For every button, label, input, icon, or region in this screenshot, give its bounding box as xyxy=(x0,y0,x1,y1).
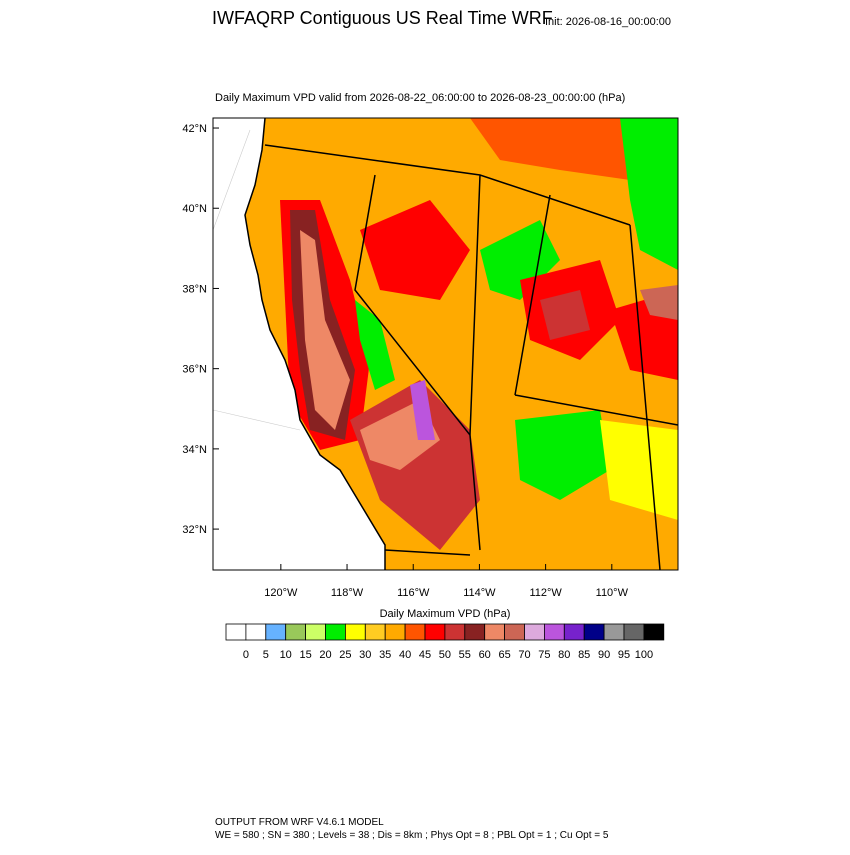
field-patch xyxy=(355,300,395,390)
y-tick-label: 42°N xyxy=(182,123,207,135)
colorbar-box xyxy=(563,623,585,641)
x-tick-label: 118°W xyxy=(331,587,364,599)
colorbar-tick-label: 50 xyxy=(439,649,451,661)
map-frame xyxy=(212,117,679,571)
x-tick-label: 120°W xyxy=(264,587,298,599)
colorbar: 0 5 10 15 20 25 30 35 40 45 50 55 60 65 70 75 80 85 90 95 10… xyxy=(225,623,665,661)
field-patch xyxy=(515,410,610,500)
field-patch xyxy=(360,200,470,300)
colorbar-box xyxy=(643,623,665,641)
ocean xyxy=(213,118,385,570)
colorbar-tick-label: 95 xyxy=(618,649,630,661)
colorbar-tick-label: 100 xyxy=(635,649,653,661)
x-tick-label: 114°W xyxy=(463,587,496,599)
init-time: Init: 2026-08-16_00:00:00 xyxy=(545,16,671,28)
colorbar-tick-label: 75 xyxy=(538,649,550,661)
graticule xyxy=(213,129,301,431)
map-axes: 120°W 118°W 116°W 114°W 112°W 110°W 32°N 34°N 36… xyxy=(182,123,628,599)
colorbar-tick-label: 10 xyxy=(280,649,292,661)
colorbar-box xyxy=(225,623,247,641)
x-tick-label: 112°W xyxy=(529,587,562,599)
title: IWFAQRP Contiguous US Real Time WRF xyxy=(212,8,553,28)
colorbar-box xyxy=(444,623,466,641)
colorbar-tick-label: 0 xyxy=(243,649,249,661)
colorbar-box xyxy=(285,623,307,641)
colorbar-tick-label: 60 xyxy=(479,649,491,661)
field-patch xyxy=(620,118,678,270)
colorbar-tick-label: 90 xyxy=(598,649,610,661)
colorbar-box xyxy=(305,623,326,641)
colorbar-tick-label: 85 xyxy=(578,649,590,661)
colorbar-box xyxy=(424,623,446,641)
state-borders xyxy=(264,144,678,570)
colorbar-tick-label: 5 xyxy=(263,649,269,661)
footer-line: OUTPUT FROM WRF V4.6.1 MODEL xyxy=(215,817,384,828)
colorbar-box xyxy=(404,623,426,641)
colorbar-box xyxy=(464,623,486,641)
colorbar-box xyxy=(544,623,565,641)
footer-line: WE = 580 ; SN = 380 ; Levels = 38 ; Dis … xyxy=(215,830,609,841)
colorbar-tick-label: 30 xyxy=(359,649,371,661)
colorbar-box xyxy=(484,623,506,641)
y-tick-label: 34°N xyxy=(182,444,207,456)
colorbar-tick-label: 40 xyxy=(399,649,411,661)
colorbar-box xyxy=(384,623,406,641)
coastline xyxy=(244,118,386,570)
colorbar-box xyxy=(504,623,525,641)
colorbar-tick-label: 65 xyxy=(498,649,510,661)
subtitle: Daily Maximum VPD valid from 2026-08-22_… xyxy=(215,92,625,104)
colorbar-label: Daily Maximum VPD (hPa) xyxy=(380,608,511,620)
field-patch xyxy=(300,230,350,430)
colorbar-box xyxy=(325,623,346,641)
colorbar-box xyxy=(265,623,287,641)
map-field xyxy=(213,118,678,570)
colorbar-tick-label: 45 xyxy=(419,649,431,661)
colorbar-tick-label: 70 xyxy=(518,649,530,661)
field-patch xyxy=(540,290,590,340)
colorbar-tick-label: 25 xyxy=(339,649,351,661)
field-patch xyxy=(410,380,435,440)
y-tick-label: 40°N xyxy=(182,203,207,215)
colorbar-box xyxy=(344,623,366,641)
colorbar-box xyxy=(583,623,605,641)
colorbar-box xyxy=(623,623,645,641)
colorbar-box xyxy=(364,623,386,641)
colorbar-tick-label: 35 xyxy=(379,649,391,661)
field-patch xyxy=(640,285,678,320)
colorbar-tick-label: 15 xyxy=(299,649,311,661)
colorbar-tick-label: 55 xyxy=(459,649,471,661)
x-tick-label: 110°W xyxy=(596,587,629,599)
x-tick-label: 116°W xyxy=(397,587,430,599)
colorbar-box xyxy=(245,623,267,641)
colorbar-box xyxy=(603,623,625,641)
field-patch xyxy=(600,420,678,520)
colorbar-box xyxy=(524,623,545,641)
y-tick-label: 36°N xyxy=(182,364,207,376)
y-tick-label: 32°N xyxy=(182,524,207,536)
colorbar-tick-label: 20 xyxy=(319,649,331,661)
colorbar-tick-label: 80 xyxy=(558,649,570,661)
y-tick-label: 38°N xyxy=(182,283,207,295)
